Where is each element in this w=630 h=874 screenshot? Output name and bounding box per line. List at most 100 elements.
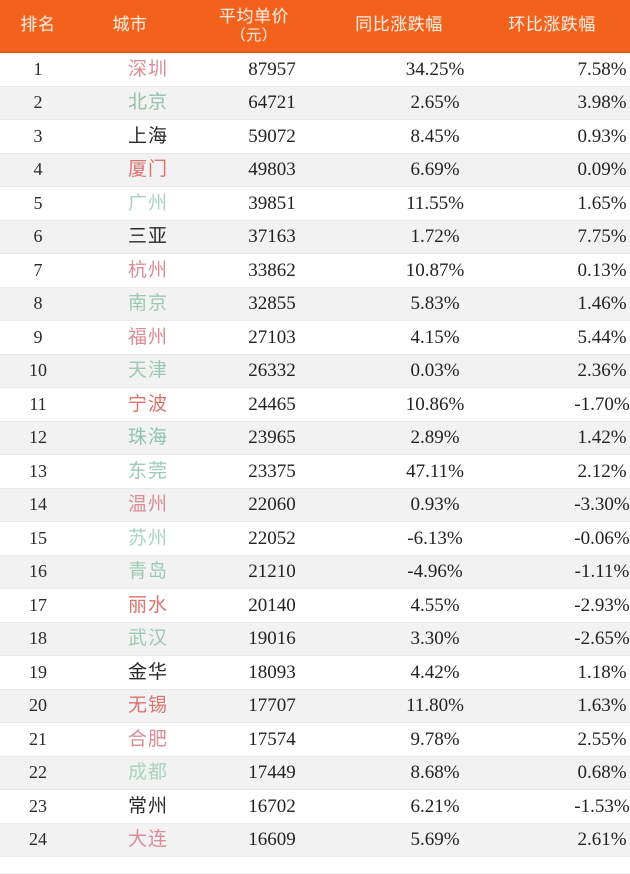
table-header-row: 排名 城市 平均单价 （元） 同比涨跌幅 环比涨跌幅	[0, 0, 630, 53]
column-header-average-price-main: 平均单价	[219, 6, 289, 26]
cell-mom-change: 0.93%	[577, 125, 627, 147]
cell-mom-change: 7.58%	[577, 58, 627, 80]
table-row[interactable]: 12 珠海 23965 2.89% 1.42%	[0, 421, 630, 455]
cell-city: 上海	[127, 125, 168, 147]
cell-city: 南京	[127, 293, 168, 315]
cell-rank: 19	[29, 661, 47, 682]
cell-city: 成都	[127, 762, 168, 784]
cell-yoy-change: 5.69%	[410, 829, 460, 851]
cell-average-price: 16609	[248, 829, 296, 851]
table-row[interactable]: 15 苏州 22052 -6.13% -0.06%	[0, 522, 630, 556]
cell-mom-change: 1.18%	[577, 661, 627, 683]
table-row[interactable]: 9 福州 27103 4.15% 5.44%	[0, 321, 630, 355]
cell-average-price: 26332	[248, 360, 296, 382]
column-header-average-price: 平均单价 （元）	[184, 7, 324, 45]
table-row[interactable]: 10 天津 26332 0.03% 2.36%	[0, 354, 630, 388]
table-row[interactable]: 24 大连 16609 5.69% 2.61%	[0, 823, 630, 857]
cell-average-price: 22052	[248, 527, 296, 549]
cell-city: 北京	[127, 92, 168, 114]
column-header-average-price-unit: （元）	[230, 26, 278, 44]
table-row[interactable]: 23 常州 16702 6.21% -1.53%	[0, 790, 630, 824]
cell-yoy-change: 6.21%	[410, 795, 460, 817]
column-header-city: 城市	[112, 15, 148, 35]
cell-mom-change: -2.93%	[574, 594, 630, 616]
cell-yoy-change: 2.89%	[410, 427, 460, 449]
column-header-mom-change: 环比涨跌幅	[508, 15, 596, 35]
cell-yoy-change: 47.11%	[406, 460, 464, 482]
table-row[interactable]: 11 宁波 24465 10.86% -1.70%	[0, 388, 630, 422]
cell-city: 大连	[127, 829, 168, 851]
cell-average-price: 27103	[248, 326, 296, 348]
cell-average-price: 20140	[248, 594, 296, 616]
cell-mom-change: 1.42%	[577, 427, 627, 449]
table-row[interactable]: 4 厦门 49803 6.69% 0.09%	[0, 153, 630, 187]
cell-rank: 4	[33, 159, 43, 180]
cell-city: 福州	[127, 326, 168, 348]
cell-city: 苏州	[127, 527, 168, 549]
cell-yoy-change: 10.86%	[405, 393, 465, 415]
cell-yoy-change: 0.93%	[410, 494, 460, 516]
cell-mom-change: 3.98%	[577, 92, 627, 114]
table-row[interactable]: 6 三亚 37163 1.72% 7.75%	[0, 220, 630, 254]
cell-average-price: 64721	[248, 92, 296, 114]
table-row[interactable]: 17 丽水 20140 4.55% -2.93%	[0, 589, 630, 623]
table-row[interactable]: 2 北京 64721 2.65% 3.98%	[0, 86, 630, 120]
cell-average-price: 18093	[248, 661, 296, 683]
cell-yoy-change: 11.55%	[406, 192, 464, 214]
cell-city: 天津	[127, 360, 168, 382]
table-row[interactable]: 21 合肥 17574 9.78% 2.55%	[0, 723, 630, 757]
cell-city: 杭州	[127, 259, 168, 281]
cell-rank: 18	[29, 628, 47, 649]
cell-rank: 9	[33, 326, 43, 347]
table-row[interactable]: 14 温州 22060 0.93% -3.30%	[0, 488, 630, 522]
cell-city: 深圳	[127, 58, 168, 80]
table-row[interactable]: 1 深圳 87957 34.25% 7.58%	[0, 53, 630, 87]
table-row[interactable]: 18 武汉 19016 3.30% -2.65%	[0, 622, 630, 656]
cell-average-price: 23375	[248, 460, 296, 482]
table-row[interactable]: 19 金华 18093 4.42% 1.18%	[0, 656, 630, 690]
cell-yoy-change: 5.83%	[410, 293, 460, 315]
cell-city: 珠海	[127, 427, 168, 449]
cell-average-price: 17707	[248, 695, 296, 717]
cell-mom-change: 0.09%	[577, 159, 627, 181]
cell-average-price: 49803	[248, 159, 296, 181]
table-row[interactable]: 5 广州 39851 11.55% 1.65%	[0, 187, 630, 221]
cell-average-price: 23965	[248, 427, 296, 449]
cell-rank: 5	[33, 192, 43, 213]
cell-average-price: 21210	[248, 561, 296, 583]
cell-city: 青岛	[127, 561, 168, 583]
cell-average-price: 33862	[248, 259, 296, 281]
table-row[interactable]: 8 南京 32855 5.83% 1.46%	[0, 287, 630, 321]
table-row[interactable]: 13 东莞 23375 47.11% 2.12%	[0, 455, 630, 489]
cell-mom-change: 1.46%	[577, 293, 627, 315]
cell-yoy-change: 11.80%	[406, 695, 464, 717]
cell-city: 广州	[127, 192, 168, 214]
table-row[interactable]: 20 无锡 17707 11.80% 1.63%	[0, 689, 630, 723]
cell-rank: 8	[33, 293, 43, 314]
cell-yoy-change: 1.72%	[410, 226, 460, 248]
cell-yoy-change: 8.45%	[410, 125, 460, 147]
cell-yoy-change: 0.03%	[410, 360, 460, 382]
cell-average-price: 17449	[248, 762, 296, 784]
cell-average-price: 24465	[248, 393, 296, 415]
cell-yoy-change: 10.87%	[405, 259, 465, 281]
cell-mom-change: 7.75%	[577, 226, 627, 248]
cell-rank: 6	[33, 226, 43, 247]
cell-mom-change: -1.11%	[574, 561, 630, 583]
cell-yoy-change: 4.55%	[410, 594, 460, 616]
table-row[interactable]: 7 杭州 33862 10.87% 0.13%	[0, 254, 630, 288]
cell-yoy-change: 8.68%	[410, 762, 460, 784]
cell-city: 常州	[127, 795, 168, 817]
cell-mom-change: 2.12%	[577, 460, 627, 482]
cell-city: 合肥	[127, 728, 168, 750]
cell-mom-change: -0.06%	[574, 527, 630, 549]
table-row[interactable]: 16 青岛 21210 -4.96% -1.11%	[0, 555, 630, 589]
cell-mom-change: 1.65%	[577, 192, 627, 214]
table-row[interactable]: 3 上海 59072 8.45% 0.93%	[0, 120, 630, 154]
column-header-yoy-change: 同比涨跌幅	[355, 15, 443, 35]
table-row[interactable]: 22 成都 17449 8.68% 0.68%	[0, 756, 630, 790]
cell-average-price: 16702	[248, 795, 296, 817]
cell-city: 武汉	[127, 628, 168, 650]
cell-rank: 22	[29, 762, 47, 783]
